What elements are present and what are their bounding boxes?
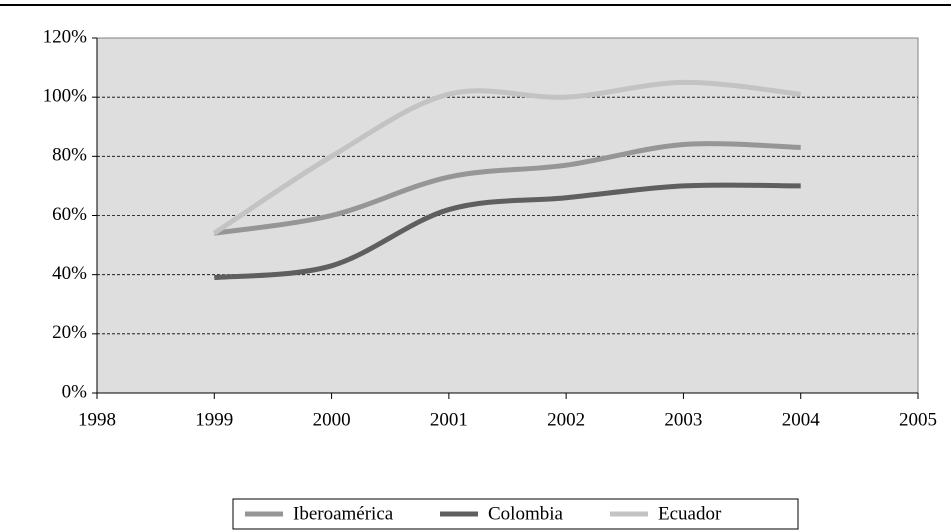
legend-box — [232, 498, 799, 530]
x-tick-label: 1998 — [78, 409, 116, 430]
series-line — [212, 79, 801, 236]
x-tick-label: 2003 — [664, 409, 702, 430]
y-tick-label: 60% — [52, 204, 87, 225]
series-line — [214, 182, 801, 281]
x-tick-label: 2005 — [899, 409, 937, 430]
y-tick-label: 40% — [52, 263, 87, 284]
series-line — [213, 141, 801, 236]
x-tick-label: 2004 — [782, 409, 821, 430]
x-tick-label: 2000 — [313, 409, 351, 430]
x-tick-label: 1999 — [195, 409, 233, 430]
y-tick-label: 20% — [52, 322, 87, 343]
legend-label: Ecuador — [658, 503, 722, 524]
legend-label: Colombia — [488, 503, 564, 524]
y-tick-label: 0% — [62, 381, 88, 402]
legend-label: Iberoamérica — [293, 503, 394, 524]
y-tick-label: 120% — [43, 26, 88, 47]
y-tick-label: 100% — [43, 86, 88, 107]
x-tick-label: 2002 — [547, 409, 585, 430]
y-tick-label: 80% — [52, 145, 87, 166]
x-tick-label: 2001 — [430, 409, 468, 430]
